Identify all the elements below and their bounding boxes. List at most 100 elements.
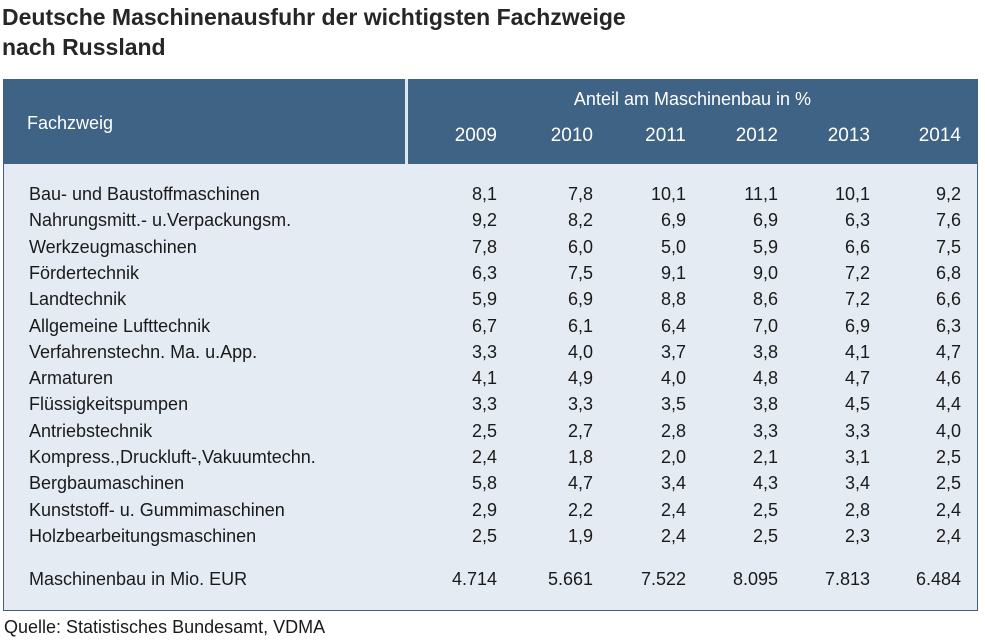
cell-2013: 7,2 xyxy=(844,289,870,309)
table-row: Antriebstechnik 2,5 2,7 2,8 3,3 3,3 4,0 xyxy=(0,418,985,444)
cell-2010: 6,0 xyxy=(567,237,593,257)
cell-2009: 7,8 xyxy=(471,237,497,257)
cell-2012: 8.095 xyxy=(732,569,778,589)
row-label: Landtechnik xyxy=(29,289,127,309)
cell-2009: 2,5 xyxy=(471,526,497,546)
table-row: Holzbearbeitungsmaschinen 2,5 1,9 2,4 2,5 2,3… xyxy=(0,523,985,549)
cell-2010: 1,9 xyxy=(567,526,593,546)
row-label: Allgemeine Lufttechnik xyxy=(29,316,211,336)
cell-2014: 4,7 xyxy=(935,342,961,362)
cell-2009: 6,7 xyxy=(471,316,497,336)
cell-2010: 8,2 xyxy=(567,210,593,230)
cell-2011: 8,8 xyxy=(660,289,686,309)
cell-2013: 3,4 xyxy=(844,473,870,493)
cell-2012: 5,9 xyxy=(752,237,778,257)
column-header-2011: 2011 xyxy=(645,125,686,146)
cell-2011: 2,4 xyxy=(660,500,686,520)
cell-2010: 6,1 xyxy=(567,316,593,336)
row-label: Armaturen xyxy=(29,368,114,388)
row-label: Flüssigkeitspumpen xyxy=(29,394,189,414)
column-header-2012: 2012 xyxy=(735,125,778,146)
cell-2013: 6,3 xyxy=(844,210,870,230)
cell-2012: 2,5 xyxy=(752,526,778,546)
cell-2013: 6,6 xyxy=(844,237,870,257)
cell-2013: 3,3 xyxy=(844,421,870,441)
cell-2011: 2,4 xyxy=(660,526,686,546)
row-label: Kunststoff- u. Gummimaschinen xyxy=(29,500,285,520)
cell-2010: 2,7 xyxy=(567,421,593,441)
cell-2012: 3,3 xyxy=(752,421,778,441)
cell-2011: 4,0 xyxy=(660,368,686,388)
cell-2014: 6,8 xyxy=(935,263,961,283)
cell-2013: 7,2 xyxy=(844,263,870,283)
cell-2009: 2,5 xyxy=(471,421,497,441)
total-row: Maschinenbau in Mio. EUR 4.714 5.661 7.522 8… xyxy=(0,566,985,592)
cell-2010: 4,7 xyxy=(567,473,593,493)
cell-2013: 2,3 xyxy=(844,526,870,546)
cell-2013: 4,1 xyxy=(844,342,870,362)
cell-2013: 4,7 xyxy=(844,368,870,388)
column-header-2009: 2009 xyxy=(454,125,497,146)
cell-2014: 6.484 xyxy=(915,569,961,589)
row-label: Bau- und Baustoffmaschinen xyxy=(29,184,260,204)
cell-2010: 7,5 xyxy=(567,263,593,283)
cell-2014: 9,2 xyxy=(935,184,961,204)
table-panel xyxy=(3,79,978,611)
source-note: Quelle: Statistisches Bundesamt, VDMA xyxy=(4,617,326,637)
table-row: Kunststoff- u. Gummimaschinen 2,9 2,2 2,4 2,… xyxy=(0,497,985,523)
page-title: Deutsche Maschinenausfuhr der wichtigste… xyxy=(2,2,902,62)
cell-2014: 2,4 xyxy=(935,526,961,546)
cell-2012: 7,0 xyxy=(752,316,778,336)
cell-2011: 5,0 xyxy=(660,237,686,257)
cell-2012: 4,8 xyxy=(752,368,778,388)
cell-2011: 7.522 xyxy=(640,569,686,589)
cell-2009: 9,2 xyxy=(471,210,497,230)
cell-2009: 3,3 xyxy=(471,342,497,362)
title-line-2: nach Russland xyxy=(2,34,166,60)
row-label: Fördertechnik xyxy=(29,263,140,283)
cell-2013: 10,1 xyxy=(834,184,870,204)
cell-2014: 4,6 xyxy=(935,368,961,388)
row-label: Kompress.,Druckluft-,Vakuumtechn. xyxy=(29,447,316,467)
cell-2011: 9,1 xyxy=(660,263,686,283)
cell-2011: 2,0 xyxy=(660,447,686,467)
column-header-2013: 2013 xyxy=(827,125,870,146)
header-separator xyxy=(405,79,408,164)
cell-2010: 4,0 xyxy=(567,342,593,362)
row-label: Maschinenbau in Mio. EUR xyxy=(29,569,248,589)
cell-2011: 2,8 xyxy=(660,421,686,441)
cell-2012: 11,1 xyxy=(744,184,778,204)
cell-2009: 8,1 xyxy=(471,184,497,204)
table-row: Werkzeugmaschinen 7,8 6,0 5,0 5,9 6,6 7,5 xyxy=(0,234,985,260)
cell-2012: 4,3 xyxy=(752,473,778,493)
title-line-1: Deutsche Maschinenausfuhr der wichtigste… xyxy=(2,4,626,30)
cell-2014: 4,4 xyxy=(935,394,961,414)
table-row: Nahrungsmitt.- u.Verpackungsm. 9,2 8,2 6,9 6… xyxy=(0,207,985,233)
cell-2014: 6,3 xyxy=(935,316,961,336)
cell-2010: 7,8 xyxy=(567,184,593,204)
cell-2013: 2,8 xyxy=(844,500,870,520)
column-header-2010: 2010 xyxy=(550,125,593,146)
cell-2010: 4,9 xyxy=(567,368,593,388)
cell-2011: 3,5 xyxy=(660,394,686,414)
row-label: Antriebstechnik xyxy=(29,421,153,441)
row-label: Nahrungsmitt.- u.Verpackungsm. xyxy=(29,210,292,230)
cell-2012: 9,0 xyxy=(752,263,778,283)
cell-2009: 3,3 xyxy=(471,394,497,414)
cell-2010: 3,3 xyxy=(567,394,593,414)
table-row: Flüssigkeitspumpen 3,3 3,3 3,5 3,8 4,5 4,4 xyxy=(0,391,985,417)
cell-2012: 2,5 xyxy=(752,500,778,520)
cell-2009: 5,8 xyxy=(471,473,497,493)
cell-2010: 2,2 xyxy=(567,500,593,520)
cell-2014: 7,6 xyxy=(935,210,961,230)
table-row: Bau- und Baustoffmaschinen 8,1 7,8 10,1 11,1… xyxy=(0,181,985,207)
cell-2011: 6,9 xyxy=(660,210,686,230)
cell-2011: 3,4 xyxy=(660,473,686,493)
row-label: Bergbaumaschinen xyxy=(29,473,185,493)
table-row: Allgemeine Lufttechnik 6,7 6,1 6,4 7,0 6,9 6,3 xyxy=(0,313,985,339)
cell-2011: 6,4 xyxy=(660,316,686,336)
table-row: Fördertechnik 6,3 7,5 9,1 9,0 7,2 6,8 xyxy=(0,260,985,286)
table-row: Kompress.,Druckluft-,Vakuumtechn. 2,4 1,8 2… xyxy=(0,444,985,470)
cell-2009: 2,4 xyxy=(471,447,497,467)
cell-2009: 5,9 xyxy=(471,289,497,309)
